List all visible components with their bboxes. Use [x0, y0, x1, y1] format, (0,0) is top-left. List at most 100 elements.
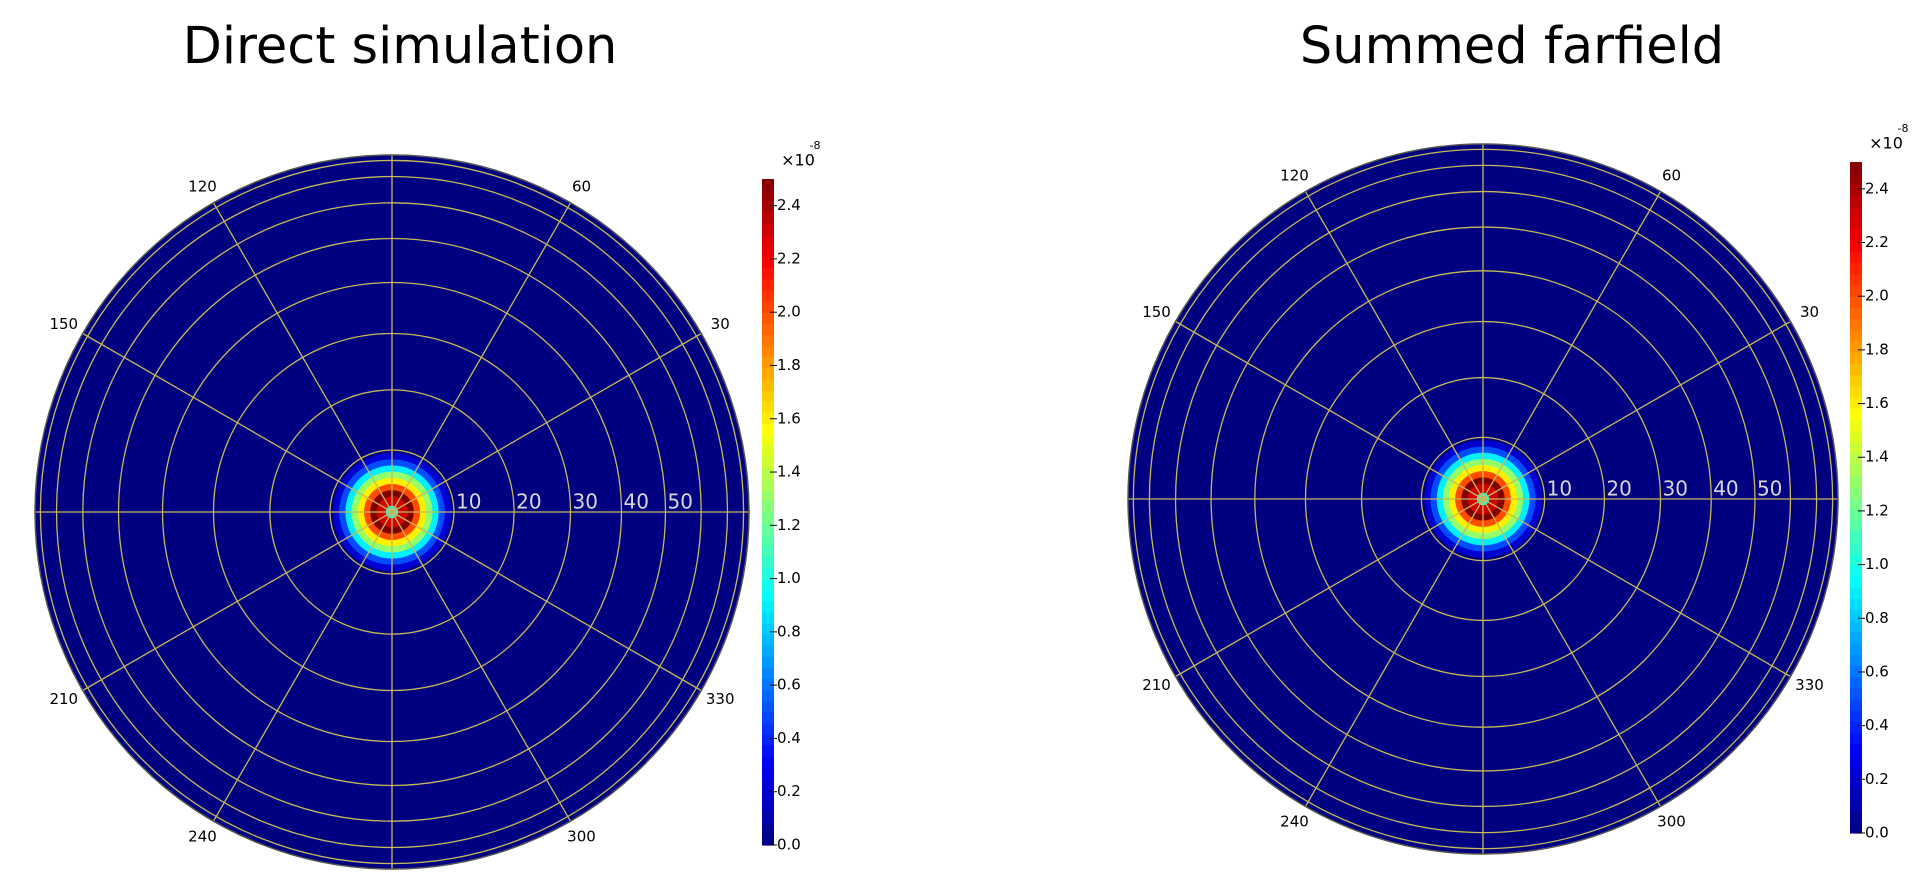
r-tick-label: 30 [1663, 477, 1688, 501]
colorbar-segment [1850, 251, 1862, 264]
colorbar-segment [1850, 352, 1862, 364]
colorbar-segment [762, 401, 774, 413]
colorbar-segment [762, 656, 774, 668]
grid-spoke [391, 332, 702, 513]
theta-tick-label: 120 [188, 178, 217, 196]
colorbar-segment [762, 301, 774, 313]
colorbar-segment [1850, 497, 1862, 510]
r-tick-label: 40 [623, 490, 648, 514]
r-tick-label: 50 [1757, 477, 1782, 501]
colorbar-segment [1850, 195, 1862, 208]
r-tick-label: 30 [573, 490, 598, 514]
colorbar-segment [762, 700, 774, 713]
colorbar-segment [1850, 508, 1862, 521]
colorbar-segment [1850, 609, 1862, 622]
colorbar-tick-label: 1.4 [1865, 448, 1889, 466]
colorbar-segment [762, 212, 774, 224]
colorbar-segment [1850, 262, 1862, 275]
colorbar-segment [1850, 721, 1862, 733]
colorbar-segment [1850, 374, 1862, 387]
colorbar-segment [762, 190, 774, 202]
colorbar-segment [762, 201, 774, 213]
colorbar-segment [1850, 810, 1862, 823]
colorbar-segment [762, 512, 774, 524]
colorbar-segment [762, 567, 774, 580]
colorbar-tick-label: 1.2 [1865, 501, 1889, 519]
colorbar-segment [1850, 273, 1862, 286]
colorbar-segment [1850, 698, 1862, 711]
colorbar-tick-label: 0.0 [1865, 824, 1889, 842]
colorbar-segment [1850, 709, 1862, 722]
colorbar-tick-label: 1.8 [1865, 340, 1889, 358]
colorbar-tick-label: 2.2 [1865, 233, 1889, 251]
colorbar-segment [1850, 318, 1862, 331]
colorbar-segment [1850, 553, 1862, 566]
colorbar-segment [1850, 519, 1862, 532]
colorbar-segment [762, 290, 774, 302]
colorbar-tick-label: 1.0 [777, 569, 801, 587]
colorbar-exponent: -8 [1898, 122, 1909, 135]
colorbar-segment [1850, 542, 1862, 555]
r-tick-label: 10 [456, 490, 481, 514]
colorbar-segment [1850, 307, 1862, 320]
colorbar-tick-label: 0.4 [777, 729, 801, 747]
colorbar-tick-label: 2.0 [777, 303, 801, 321]
colorbar-segment [1850, 598, 1862, 610]
r-tick-label: 20 [1606, 477, 1631, 501]
colorbar-segment [1850, 788, 1862, 801]
colorbar-tick-label: 0.2 [777, 782, 801, 800]
colorbar-segment [1850, 665, 1862, 678]
grid-spoke [1175, 498, 1484, 678]
colorbar-segment [1850, 475, 1862, 487]
colorbar-segment [762, 778, 774, 791]
colorbar-segment [1850, 564, 1862, 577]
colorbar-segment [1850, 240, 1862, 253]
colorbar-segment [1850, 162, 1862, 174]
colorbar-label: ×10 [1869, 134, 1903, 153]
theta-tick-label: 300 [1657, 813, 1686, 831]
colorbar-segment [762, 489, 774, 502]
colorbar-segment [1850, 217, 1862, 230]
grid-spoke [1482, 320, 1791, 500]
colorbar-segment [762, 345, 774, 358]
colorbar-segment [762, 689, 774, 702]
colorbar-segment [1850, 408, 1862, 420]
colorbar-segment [1850, 229, 1862, 241]
grid-spoke [1482, 498, 1791, 678]
theta-tick-label: 60 [572, 178, 591, 196]
colorbar-segment [1850, 732, 1862, 745]
colorbar-segment [1850, 821, 1862, 834]
colorbar-tick-label: 1.6 [1865, 394, 1889, 412]
colorbar-segment [762, 378, 774, 391]
grid-spoke [391, 511, 702, 692]
colorbar-segment [762, 478, 774, 491]
theta-tick-label: 150 [49, 315, 78, 333]
grid-spoke [82, 332, 393, 513]
grid-spoke [1304, 498, 1484, 807]
chart-title: Summed farfield [1300, 17, 1724, 76]
colorbar-segment [762, 800, 774, 813]
colorbar-segment [762, 722, 774, 735]
colorbar-segment [762, 678, 774, 691]
theta-tick-label: 330 [1795, 676, 1824, 694]
colorbar-segment [1850, 799, 1862, 812]
colorbar-segment [762, 234, 774, 247]
colorbar-segment [762, 667, 774, 680]
r-tick-label: 20 [516, 490, 541, 514]
colorbar-segment [1850, 654, 1862, 666]
colorbar-segment [762, 256, 774, 269]
colorbar-tick-label: 0.2 [1865, 770, 1889, 788]
colorbar-segment [762, 578, 774, 591]
plot-edge [34, 154, 750, 870]
colorbar-segment [762, 456, 774, 469]
theta-tick-label: 300 [567, 827, 596, 845]
colorbar-segment [1850, 586, 1862, 599]
colorbar-segment [1850, 743, 1862, 756]
colorbar-segment [1850, 184, 1862, 197]
colorbar-tick-label: 1.4 [777, 463, 801, 481]
theta-tick-label: 210 [1142, 676, 1171, 694]
colorbar-segment [762, 822, 774, 835]
grid-spoke [391, 202, 572, 513]
colorbar-segment [762, 711, 774, 724]
colorbar-tick-label: 0.0 [777, 836, 801, 854]
